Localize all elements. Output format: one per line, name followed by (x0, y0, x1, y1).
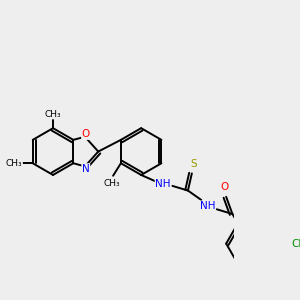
Text: O: O (220, 182, 229, 192)
Text: CH₃: CH₃ (103, 179, 120, 188)
Text: N: N (82, 164, 90, 174)
Text: Cl: Cl (291, 238, 300, 249)
Text: CH₃: CH₃ (6, 159, 22, 168)
Text: NH: NH (200, 201, 215, 211)
Text: S: S (190, 159, 197, 169)
Text: CH₃: CH₃ (45, 110, 61, 118)
Text: O: O (82, 129, 90, 140)
Text: NH: NH (155, 179, 171, 189)
